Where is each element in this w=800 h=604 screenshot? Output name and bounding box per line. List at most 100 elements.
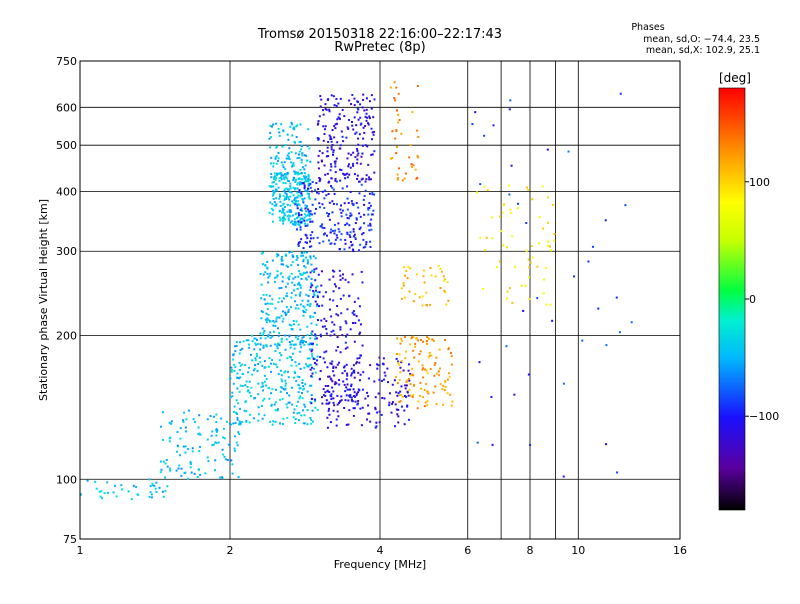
scatter-point <box>219 476 222 479</box>
scatter-point <box>412 300 415 303</box>
scatter-point <box>342 380 345 383</box>
scatter-point <box>328 407 331 410</box>
scatter-point <box>292 411 295 414</box>
scatter-point <box>313 293 316 296</box>
scatter-point <box>339 147 342 150</box>
scatter-point <box>368 192 371 195</box>
scatter-point <box>314 333 317 336</box>
scatter-point <box>326 426 329 429</box>
scatter-point <box>295 125 298 128</box>
scatter-point <box>358 212 361 215</box>
scatter-point <box>290 364 293 367</box>
scatter-point <box>313 212 316 215</box>
scatter-point <box>277 186 280 189</box>
scatter-point <box>351 202 354 205</box>
scatter-point <box>343 202 346 205</box>
scatter-point <box>429 266 432 269</box>
scatter-point <box>170 420 173 423</box>
scatter-point <box>241 420 244 423</box>
scatter-point <box>505 297 508 300</box>
scatter-point <box>298 293 301 296</box>
scatter-point <box>342 172 345 175</box>
scatter-points <box>79 81 633 501</box>
scatter-point <box>309 302 312 305</box>
scatter-point <box>210 434 213 437</box>
scatter-point <box>197 468 200 471</box>
scatter-point <box>426 400 429 403</box>
scatter-point <box>303 422 306 425</box>
scatter-point <box>332 329 335 332</box>
scatter-point <box>346 333 349 336</box>
scatter-point <box>310 402 313 405</box>
scatter-point <box>259 332 262 335</box>
scatter-point <box>501 211 504 214</box>
scatter-point <box>304 266 307 269</box>
scatter-point <box>287 376 290 379</box>
scatter-point <box>275 320 278 323</box>
scatter-point <box>528 266 531 269</box>
scatter-point <box>234 366 237 369</box>
scatter-point <box>423 388 426 391</box>
scatter-point <box>335 157 338 160</box>
scatter-point <box>281 275 284 278</box>
scatter-point <box>332 390 335 393</box>
scatter-point <box>256 370 259 373</box>
scatter-point <box>343 248 346 251</box>
scatter-point <box>369 364 372 367</box>
scatter-point <box>478 361 481 364</box>
scatter-point <box>309 237 312 240</box>
scatter-point <box>262 344 265 347</box>
scatter-point <box>365 174 368 177</box>
scatter-point <box>449 393 452 396</box>
scatter-point <box>291 358 294 361</box>
scatter-point <box>359 331 362 334</box>
scatter-point <box>330 140 333 143</box>
scatter-point <box>278 287 281 290</box>
scatter-point <box>262 346 265 349</box>
scatter-point <box>340 312 343 315</box>
scatter-point <box>401 179 404 182</box>
scatter-point <box>373 150 376 153</box>
scatter-point <box>184 471 187 474</box>
scatter-point <box>314 335 317 338</box>
scatter-point <box>222 427 225 430</box>
scatter-point <box>261 311 264 314</box>
scatter-point <box>426 372 429 375</box>
scatter-point <box>307 343 310 346</box>
scatter-point <box>531 256 534 259</box>
scatter-point <box>285 197 288 200</box>
scatter-point <box>282 208 285 211</box>
scatter-point <box>320 270 323 273</box>
scatter-point <box>281 207 284 210</box>
scatter-point <box>383 397 386 400</box>
scatter-point <box>293 198 296 201</box>
scatter-point <box>282 129 285 132</box>
scatter-point <box>354 236 357 239</box>
scatter-point <box>289 204 292 207</box>
scatter-point <box>332 299 335 302</box>
scatter-point <box>328 110 331 113</box>
scatter-point <box>348 173 351 176</box>
scatter-point <box>346 176 349 179</box>
scatter-point <box>546 148 549 151</box>
scatter-point <box>303 184 306 187</box>
scatter-point <box>271 213 274 216</box>
scatter-point <box>274 420 277 423</box>
scatter-point <box>353 116 356 119</box>
scatter-point <box>355 315 358 318</box>
colorbar <box>718 87 746 511</box>
scatter-point <box>306 409 309 412</box>
scatter-point <box>289 125 292 128</box>
scatter-point <box>302 314 305 317</box>
scatter-point <box>272 362 275 365</box>
scatter-point <box>99 495 102 498</box>
scatter-point <box>292 179 295 182</box>
scatter-point <box>333 283 336 286</box>
scatter-point <box>325 234 328 237</box>
scatter-point <box>265 293 268 296</box>
scatter-point <box>215 421 218 424</box>
scatter-point <box>418 353 421 356</box>
scatter-point <box>373 98 376 101</box>
scatter-point <box>285 187 288 190</box>
scatter-point <box>414 345 417 348</box>
